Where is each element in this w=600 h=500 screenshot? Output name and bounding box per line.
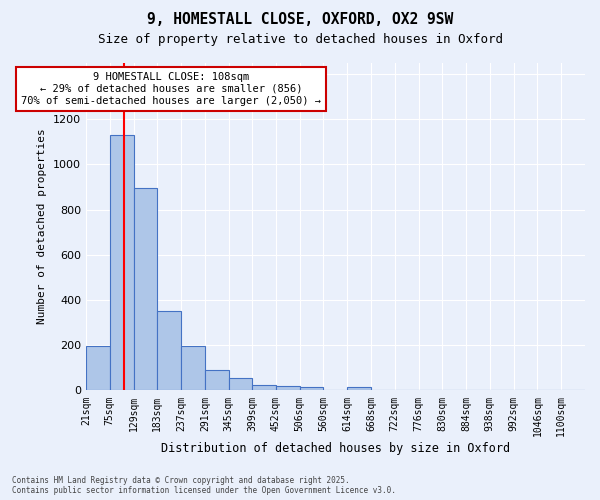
X-axis label: Distribution of detached houses by size in Oxford: Distribution of detached houses by size … <box>161 442 510 455</box>
Bar <box>276 386 299 390</box>
Bar <box>181 346 205 391</box>
Bar <box>134 188 157 390</box>
Text: 9 HOMESTALL CLOSE: 108sqm
← 29% of detached houses are smaller (856)
70% of semi: 9 HOMESTALL CLOSE: 108sqm ← 29% of detac… <box>21 72 321 106</box>
Text: 9, HOMESTALL CLOSE, OXFORD, OX2 9SW: 9, HOMESTALL CLOSE, OXFORD, OX2 9SW <box>147 12 453 28</box>
Bar <box>157 312 181 390</box>
Bar <box>110 135 134 390</box>
Bar <box>347 387 371 390</box>
Y-axis label: Number of detached properties: Number of detached properties <box>37 128 47 324</box>
Bar <box>86 346 110 391</box>
Text: Size of property relative to detached houses in Oxford: Size of property relative to detached ho… <box>97 32 503 46</box>
Bar <box>205 370 229 390</box>
Bar <box>253 385 276 390</box>
Bar <box>229 378 253 390</box>
Bar <box>299 387 323 390</box>
Text: Contains HM Land Registry data © Crown copyright and database right 2025.
Contai: Contains HM Land Registry data © Crown c… <box>12 476 396 495</box>
